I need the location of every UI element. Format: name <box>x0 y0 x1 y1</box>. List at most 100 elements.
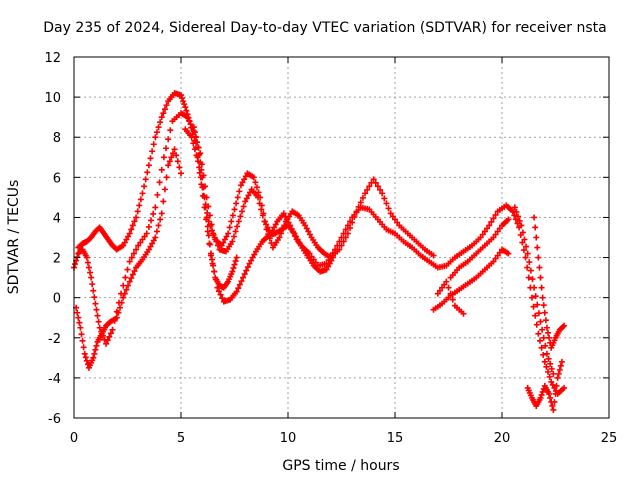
data-point <box>492 231 499 238</box>
data-point <box>131 218 138 225</box>
data-point <box>107 330 114 337</box>
data-point <box>81 350 88 357</box>
data-point <box>241 176 248 183</box>
data-point <box>540 351 547 358</box>
data-point <box>186 118 193 125</box>
data-point <box>542 342 549 349</box>
data-point <box>204 228 211 235</box>
series-track-5 <box>190 124 240 291</box>
data-point <box>276 234 283 241</box>
data-point <box>552 390 559 397</box>
data-point <box>199 174 206 181</box>
y-tick-label: -2 <box>48 332 61 347</box>
data-point <box>434 290 441 297</box>
data-point <box>183 107 190 114</box>
data-point <box>381 195 388 202</box>
data-point <box>143 230 150 237</box>
data-point <box>109 326 116 333</box>
data-point <box>144 169 151 176</box>
data-point <box>203 214 210 221</box>
data-point <box>229 238 236 245</box>
data-point <box>531 284 538 291</box>
data-point <box>133 246 140 253</box>
data-point <box>494 252 501 259</box>
data-point <box>559 323 566 330</box>
data-point <box>240 274 247 281</box>
data-point <box>255 189 262 196</box>
data-point <box>342 226 349 233</box>
data-point <box>161 186 168 193</box>
data-point <box>137 239 144 246</box>
x-tick-label: 0 <box>70 431 78 446</box>
data-point <box>349 219 356 226</box>
data-point <box>158 210 165 217</box>
data-point <box>326 260 333 267</box>
data-point <box>546 373 553 380</box>
data-point <box>160 198 167 205</box>
data-point <box>366 183 373 190</box>
data-point <box>449 296 456 303</box>
data-point <box>234 223 241 230</box>
data-point <box>76 319 83 326</box>
data-point <box>518 222 525 229</box>
data-point <box>553 382 560 389</box>
data-point <box>261 218 268 225</box>
data-point <box>305 228 312 235</box>
data-point <box>247 189 254 196</box>
data-point <box>443 278 450 285</box>
data-point <box>271 224 278 231</box>
data-point <box>379 190 386 197</box>
data-point <box>245 192 252 199</box>
data-point <box>134 208 141 215</box>
data-point <box>142 176 149 183</box>
data-point <box>126 258 133 265</box>
data-point <box>209 256 216 263</box>
x-tick-label: 15 <box>387 431 404 446</box>
y-tick-label: -6 <box>48 412 61 427</box>
data-point <box>145 223 152 230</box>
data-point <box>535 310 542 317</box>
data-point <box>340 238 347 245</box>
data-point <box>94 312 101 319</box>
data-point <box>263 226 270 233</box>
data-point <box>520 247 527 254</box>
data-point <box>538 391 545 398</box>
data-point <box>447 290 454 297</box>
data-point <box>532 312 539 319</box>
series-track-7 <box>447 216 512 281</box>
data-point <box>532 224 539 231</box>
data-point <box>182 104 189 111</box>
data-point <box>92 346 99 353</box>
y-tick-label: -4 <box>48 372 61 387</box>
data-point <box>137 196 144 203</box>
data-point <box>546 334 553 341</box>
series-track-9 <box>524 358 565 413</box>
data-point <box>548 365 555 372</box>
data-point <box>263 221 270 228</box>
data-point <box>160 154 167 161</box>
data-point <box>536 264 543 271</box>
data-point <box>537 318 544 325</box>
data-point <box>239 179 246 186</box>
data-point <box>484 225 491 232</box>
data-point <box>477 234 484 241</box>
data-point <box>536 337 543 344</box>
data-point <box>338 242 345 249</box>
data-point <box>84 259 91 266</box>
data-point <box>231 261 238 268</box>
data-point <box>104 337 111 344</box>
series-track-11 <box>511 204 557 377</box>
data-point <box>310 256 317 263</box>
data-point <box>198 181 205 188</box>
data-point <box>163 174 170 181</box>
data-point <box>353 208 360 215</box>
data-point <box>217 291 224 298</box>
data-point <box>246 260 253 267</box>
data-point <box>251 251 258 258</box>
data-point <box>357 199 364 206</box>
data-point <box>244 264 251 271</box>
data-point <box>546 390 553 397</box>
data-point <box>145 246 152 253</box>
data-point <box>89 281 96 288</box>
data-point <box>93 342 100 349</box>
